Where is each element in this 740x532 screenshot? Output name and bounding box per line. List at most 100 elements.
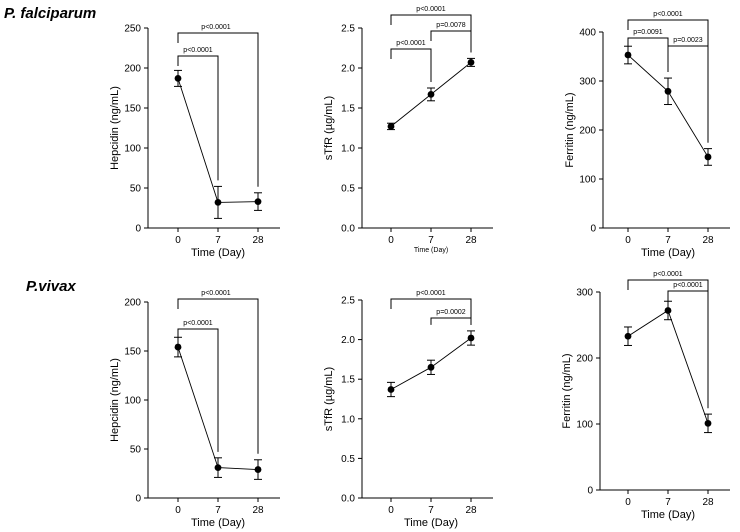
y-tick-label: 50 <box>130 445 142 456</box>
x-tick-label: 7 <box>665 497 671 508</box>
y-tick-label: 200 <box>124 298 141 309</box>
data-point <box>704 419 712 427</box>
significance-bracket <box>627 37 669 73</box>
y-tick-label: 2.0 <box>341 335 355 346</box>
p-value-label: p=0.0023 <box>673 37 702 44</box>
data-point <box>664 87 672 95</box>
significance-bracket <box>177 328 219 452</box>
significance-bracket <box>667 290 709 409</box>
p-value-label: p<0.0001 <box>653 11 682 18</box>
data-point <box>624 51 632 59</box>
y-tick-label: 2.0 <box>341 64 355 75</box>
significance-bracket <box>430 30 472 53</box>
x-tick-label: 0 <box>388 505 394 516</box>
y-tick-label: 150 <box>124 104 141 115</box>
data-point <box>254 198 262 206</box>
p-value-label: p=0.0091 <box>633 29 662 36</box>
x-tick-label: 28 <box>252 505 264 516</box>
x-tick-label: 0 <box>175 505 181 516</box>
y-tick-label: 2.5 <box>341 24 355 35</box>
y-tick-label: 50 <box>130 184 142 195</box>
x-tick-label: 7 <box>665 235 671 246</box>
y-tick-label: 100 <box>576 420 593 431</box>
y-tick-label: 250 <box>124 24 141 35</box>
y-tick-label: 300 <box>579 77 596 88</box>
y-tick-label: 1.0 <box>341 414 355 425</box>
y-axis-title: sTfR (µg/mL) <box>323 96 335 160</box>
x-tick-label: 28 <box>465 505 477 516</box>
data-point <box>427 363 435 371</box>
data-point <box>387 123 395 130</box>
data-point <box>254 466 262 473</box>
p-value-label: p<0.0001 <box>201 290 230 297</box>
significance-bracket <box>667 45 709 143</box>
data-point <box>624 332 632 340</box>
p-value-label: p<0.0001 <box>183 320 212 327</box>
y-tick-label: 0 <box>590 224 596 235</box>
x-axis-title: Time (Day) <box>641 509 695 521</box>
y-tick-label: 200 <box>124 64 141 75</box>
y-axis-title: Ferritin (ng/mL) <box>564 92 576 167</box>
x-axis-title: Time (Day) <box>191 517 245 529</box>
data-point <box>174 343 182 351</box>
y-axis-title: sTfR (µg/mL) <box>323 367 335 431</box>
y-tick-label: 0.5 <box>341 184 355 195</box>
y-tick-label: 100 <box>579 175 596 186</box>
y-tick-label: 400 <box>579 28 596 39</box>
data-point <box>664 307 672 314</box>
section-label-vivax: P.vivax <box>26 278 76 295</box>
y-tick-label: 0.0 <box>341 224 355 235</box>
significance-bracket <box>177 32 259 187</box>
y-tick-label: 1.5 <box>341 104 355 115</box>
data-point <box>427 91 435 98</box>
p-value-label: p<0.0001 <box>201 24 230 31</box>
data-point <box>467 334 475 342</box>
p-value-label: p=0.0078 <box>436 22 465 29</box>
x-axis-title: Time (Day) <box>404 517 458 529</box>
y-tick-label: 1.5 <box>341 375 355 386</box>
x-tick-label: 7 <box>215 505 221 516</box>
y-tick-label: 300 <box>576 288 593 299</box>
y-tick-label: 200 <box>579 126 596 137</box>
y-tick-label: 0 <box>135 494 141 505</box>
p-value-label: p<0.0001 <box>396 40 425 47</box>
y-tick-label: 100 <box>124 144 141 155</box>
data-point <box>704 153 712 161</box>
x-tick-label: 28 <box>702 497 714 508</box>
y-tick-label: 150 <box>124 347 141 358</box>
x-tick-label: 28 <box>252 235 264 246</box>
data-point <box>467 59 475 66</box>
chart-pv-stfr: 0.0 0.5 1.0 1.5 2.0 2.5 0 7 28 Time (Day) sTfR (µg… <box>323 290 493 529</box>
significance-bracket <box>430 317 472 325</box>
data-point <box>174 75 182 82</box>
y-axis-title: Hepcidin (ng/mL) <box>109 358 121 442</box>
x-tick-label: 7 <box>428 235 434 246</box>
significance-bracket <box>390 298 472 325</box>
significance-bracket <box>177 298 259 454</box>
p-value-label: p<0.0001 <box>183 47 212 54</box>
y-tick-label: 100 <box>124 396 141 407</box>
p-value-label: p<0.0001 <box>416 290 445 297</box>
chart-pv-hepcidin: 0 50 100 150 200 0 7 28 Time (Day) Hepcidin (ng/m… <box>109 290 280 529</box>
y-tick-label: 0.0 <box>341 494 355 505</box>
y-tick-label: 2.5 <box>341 296 355 307</box>
y-tick-label: 0 <box>135 224 141 235</box>
x-tick-label: 7 <box>428 505 434 516</box>
chart-pv-ferritin: 0 100 200 300 0 7 28 Time (Day) Ferritin (ng/mL)… <box>561 271 730 521</box>
p-value-label: p<0.0001 <box>653 271 682 278</box>
x-axis-title: Time (Day) <box>191 247 245 259</box>
chart-pf-stfr: 0.0 0.5 1.0 1.5 2.0 2.5 0 7 28 Time (Day) sTfR (µg… <box>323 6 493 254</box>
x-tick-label: 28 <box>702 235 714 246</box>
p-value-label: p<0.0001 <box>416 6 445 13</box>
p-value-label: p=0.0002 <box>436 309 465 316</box>
significance-bracket <box>177 55 219 181</box>
x-tick-label: 7 <box>215 235 221 246</box>
data-point <box>387 386 395 393</box>
y-tick-label: 1.0 <box>341 144 355 155</box>
x-axis-title: Time (Day) <box>414 247 448 254</box>
x-tick-label: 0 <box>625 497 631 508</box>
y-tick-label: 0 <box>587 486 593 497</box>
x-tick-label: 0 <box>175 235 181 246</box>
y-tick-label: 200 <box>576 354 593 365</box>
